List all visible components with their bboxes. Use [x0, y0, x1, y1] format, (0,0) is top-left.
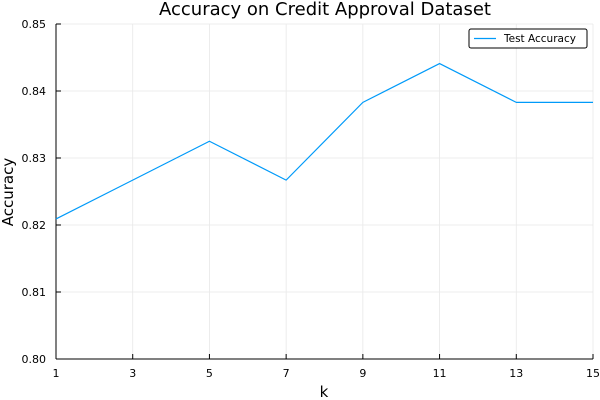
legend-box	[468, 28, 588, 49]
x-tick-label: 15	[586, 367, 600, 380]
x-tick-label: 11	[433, 367, 447, 380]
x-tick-label: 7	[283, 367, 290, 380]
y-axis-label: Accuracy	[0, 158, 17, 227]
y-tick-label: 0.84	[22, 85, 47, 98]
x-axis-label: k	[320, 383, 329, 400]
series-line-test-accuracy	[55, 62, 593, 220]
legend: Test Accuracy	[468, 28, 588, 49]
axes	[55, 24, 593, 360]
series-layer	[55, 62, 593, 220]
y-axis-ticks: 0.80 0.81 0.82 0.83 0.84 0.85	[22, 18, 61, 366]
y-tick-label: 0.81	[22, 286, 47, 299]
x-axis-ticks: 1 3 5 7 9 11 13 15	[53, 354, 600, 380]
y-tick-label: 0.80	[22, 353, 47, 366]
y-tick-label: 0.85	[22, 18, 47, 31]
x-tick-label: 5	[206, 367, 213, 380]
x-tick-label: 3	[129, 367, 136, 380]
y-tick-label: 0.82	[22, 219, 47, 232]
legend-label-test-accuracy: Test Accuracy	[503, 33, 576, 45]
x-tick-label: 1	[53, 367, 60, 380]
x-tick-label: 13	[509, 367, 523, 380]
x-tick-label: 9	[359, 367, 366, 380]
grid-lines	[55, 23, 594, 360]
y-tick-label: 0.83	[22, 152, 47, 165]
chart-title: Accuracy on Credit Approval Dataset	[159, 0, 491, 20]
